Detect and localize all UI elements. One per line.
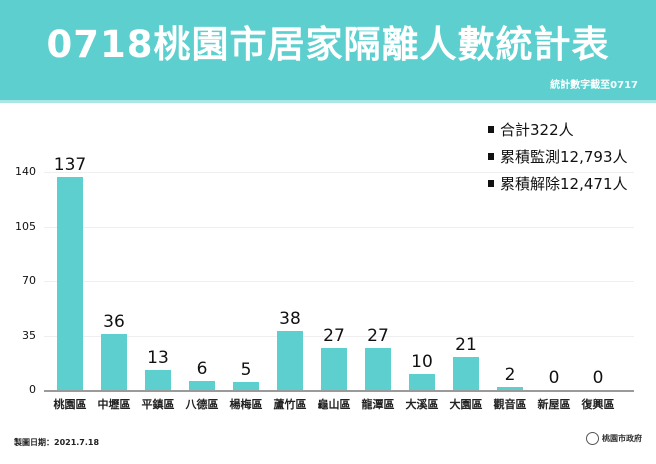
- x-category-label: 大溪區: [405, 398, 439, 411]
- gridline: [44, 335, 634, 337]
- city-emblem-icon: [586, 432, 599, 445]
- header-banner: 0718桃園市居家隔離人數統計表 統計數字截至0717: [0, 0, 656, 100]
- bar: [365, 347, 391, 390]
- x-category-label: 龍潭區: [361, 398, 395, 411]
- y-tick-label: 70: [22, 274, 36, 287]
- x-category-label: 復興區: [581, 398, 615, 411]
- bar: [453, 357, 479, 390]
- bar-value-label: 27: [323, 325, 345, 346]
- bar: [497, 386, 523, 390]
- summary-monitored: 累積監測12,793人: [488, 143, 628, 170]
- x-category-label: 中壢區: [97, 398, 131, 411]
- x-category-label: 楊梅區: [229, 398, 263, 411]
- bar: [409, 374, 435, 390]
- bar-value-label: 36: [103, 311, 125, 332]
- x-category-label: 平鎮區: [141, 398, 175, 411]
- summary-released-label: 累積解除12,471人: [500, 175, 628, 193]
- x-category-label: 八德區: [185, 398, 219, 411]
- bar: [189, 380, 215, 390]
- bar-value-label: 137: [53, 154, 87, 175]
- gridline: [44, 226, 634, 228]
- bar: [145, 369, 171, 390]
- x-category-label: 桃園區: [53, 398, 87, 411]
- bar: [57, 176, 83, 390]
- bar: [321, 347, 347, 390]
- bar: [233, 382, 259, 390]
- bar-value-label: 27: [367, 325, 389, 346]
- bar-value-label: 21: [455, 335, 477, 356]
- y-tick-label: 35: [22, 328, 36, 342]
- y-tick-label: 0: [29, 383, 36, 396]
- bullet-icon: [488, 126, 494, 133]
- page-title: 0718桃園市居家隔離人數統計表: [46, 23, 610, 66]
- y-tick-label: 105: [15, 219, 36, 233]
- summary-released: 累積解除12,471人: [488, 170, 628, 197]
- summary-monitored-label: 累積監測12,793人: [500, 148, 628, 166]
- chart-date: 製圖日期：2021.7.18: [14, 438, 100, 447]
- bar-value-label: 10: [411, 352, 433, 373]
- summary-list: 合計322人 累積監測12,793人 累積解除12,471人: [488, 116, 628, 197]
- bullet-icon: [488, 153, 494, 160]
- y-tick-label: 140: [15, 165, 36, 178]
- bar-value-label: 13: [147, 347, 169, 368]
- bar-value-label: 38: [279, 308, 301, 329]
- data-as-of-note: 統計數字截至0717: [550, 80, 638, 91]
- summary-total: 合計322人: [488, 116, 628, 143]
- x-category-label: 觀音區: [493, 398, 527, 411]
- x-axis-line: [44, 390, 634, 392]
- bar-value-label: 6: [196, 358, 208, 379]
- bar: [277, 330, 303, 390]
- bar: [101, 333, 127, 390]
- bar-value-label: 2: [504, 364, 516, 385]
- x-category-label: 新屋區: [537, 398, 571, 411]
- bullet-icon: [488, 180, 494, 187]
- government-logo: 桃園市政府: [586, 432, 642, 445]
- logo-text: 桃園市政府: [602, 434, 642, 443]
- bar-value-label: 5: [240, 360, 252, 381]
- gridline: [44, 172, 634, 173]
- x-category-label: 龜山區: [317, 398, 351, 411]
- x-category-label: 蘆竹區: [273, 398, 307, 411]
- summary-total-label: 合計322人: [500, 121, 574, 139]
- bar-value-label: 0: [592, 368, 604, 388]
- gridline: [44, 281, 634, 282]
- bar-value-label: 0: [548, 368, 560, 388]
- x-category-label: 大園區: [449, 398, 483, 411]
- bar-chart: 0 35 70 105 140 137 桃園區 36 中壢區 13 平鎮區 6 八德區 5 楊梅區 38 蘆竹區…: [0, 110, 656, 420]
- header-divider: [0, 100, 656, 103]
